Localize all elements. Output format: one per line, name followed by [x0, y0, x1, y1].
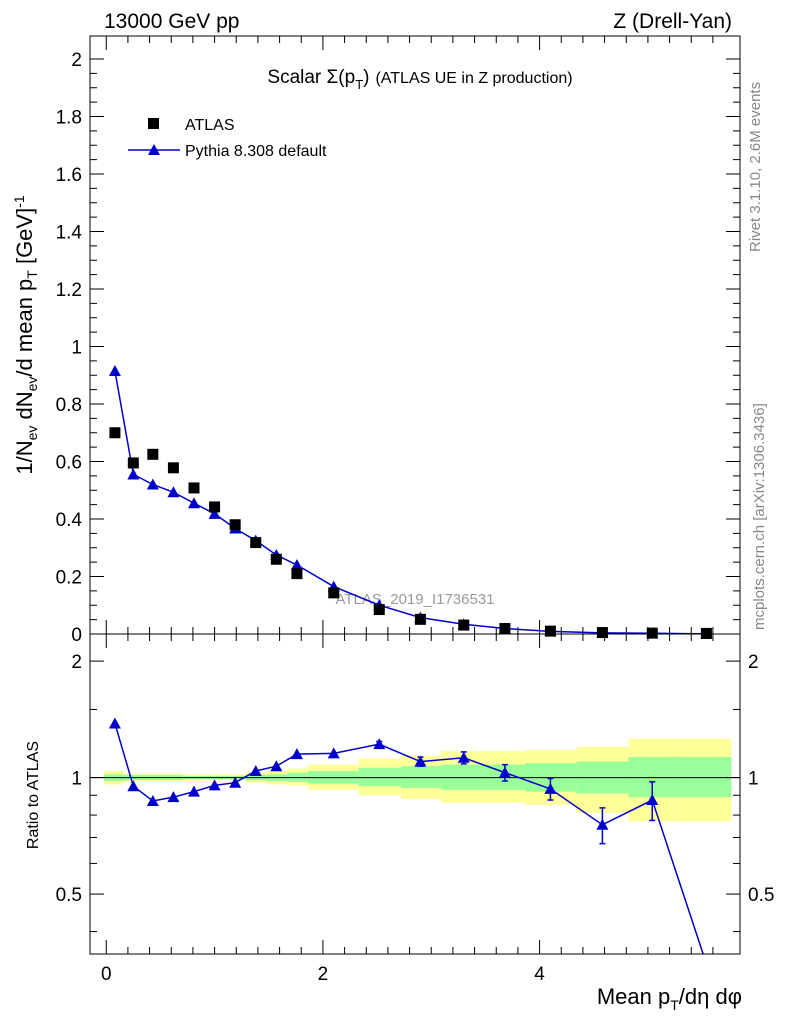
- atlas-point: [544, 625, 556, 637]
- main-ytick-label: 1.8: [56, 108, 82, 129]
- atlas-point: [414, 613, 426, 625]
- main-panel: Scalar Σ(pT) (ATLAS UE in Z production) 1…: [11, 35, 741, 646]
- ratio-panel: 0.5 0.5 1 1 2 2 0 2 4 Ratio to ATLAS Mean pT/dη …: [25, 633, 774, 1013]
- ratio-ytick-label: 2: [71, 652, 82, 673]
- ratio-point: [414, 755, 427, 767]
- main-ytick-label: 1.2: [56, 280, 82, 301]
- ratio-point: [290, 748, 303, 760]
- atlas-point: [109, 427, 121, 439]
- ratio-point: [373, 738, 386, 750]
- watermark: ATLAS_2019_I1736531: [335, 591, 494, 608]
- ratio-bands: [104, 738, 732, 822]
- ratio-ytick-label-right: 1: [748, 769, 759, 790]
- legend-pythia-marker: [148, 144, 160, 155]
- main-series: [108, 364, 713, 639]
- ratio-xlabel: Mean pT/dη dφ: [597, 984, 742, 1013]
- atlas-point: [700, 627, 712, 639]
- atlas-point: [209, 501, 221, 513]
- atlas-point: [596, 627, 608, 639]
- ratio-xtick-label: 0: [101, 964, 112, 985]
- atlas-point: [646, 627, 658, 639]
- main-title-main: Scalar Σ(p: [267, 67, 355, 88]
- ratio-point: [167, 791, 180, 803]
- atlas-point: [250, 537, 262, 549]
- ratio-series-group: [108, 717, 712, 969]
- main-ytick-label: 1.6: [56, 165, 82, 186]
- main-ylabel: 1/Nev dNev/d mean pT [GeV]-1: [11, 195, 40, 475]
- atlas-point: [328, 587, 340, 599]
- ratio-point: [146, 794, 159, 806]
- header-left: 13000 GeV pp: [104, 10, 239, 33]
- main-title-rest: (ATLAS UE in Z production): [375, 70, 572, 87]
- ratio-point: [646, 794, 659, 806]
- main-title-end: ): [363, 67, 369, 88]
- main-ytick-label: 0.6: [56, 453, 82, 474]
- main-title-sub: T: [355, 77, 363, 92]
- main-ytick-label: 0.2: [56, 568, 82, 589]
- main-ticks: 0 0.2 0.4 0.6 0.8 1 1.2 1.4 1.6 1.8 2: [56, 36, 740, 646]
- ratio-point: [270, 760, 283, 772]
- ratio-point: [108, 717, 121, 729]
- pythia-point: [188, 497, 200, 509]
- ratio-point: [208, 779, 221, 791]
- main-title: Scalar Σ(pT) (ATLAS UE in Z production): [267, 67, 572, 92]
- ratio-ytick-label: 1: [71, 769, 82, 790]
- atlas-point: [270, 553, 282, 565]
- main-legend: ATLAS Pythia 8.308 default: [128, 117, 327, 160]
- ratio-xtick-label: 4: [534, 964, 545, 985]
- ratio-frame: [89, 633, 741, 955]
- pythia-point: [146, 478, 159, 490]
- ratio-point: [596, 818, 609, 830]
- ratio-point: [700, 958, 712, 969]
- ratio-point: [457, 751, 470, 763]
- atlas-point: [188, 482, 200, 494]
- atlas-point: [127, 457, 139, 469]
- ratio-ticks: 0.5 0.5 1 1 2 2 0 2 4: [56, 634, 774, 985]
- ratio-ytick-label-right: 2: [748, 652, 759, 673]
- header-right: Z (Drell-Yan): [613, 10, 732, 33]
- ratio-ytick-label: 0.5: [56, 885, 82, 906]
- ratio-point: [127, 780, 140, 792]
- pythia-point: [208, 507, 221, 519]
- ratio-series: [108, 717, 712, 969]
- ratio-point: [188, 785, 200, 797]
- atlas-point: [147, 448, 159, 460]
- ratio-point: [498, 766, 511, 778]
- ratio-band-green: [358, 767, 401, 787]
- pythia-point: [108, 364, 121, 376]
- legend-atlas-marker: [148, 118, 159, 129]
- ratio-point: [229, 776, 242, 788]
- atlas-point: [229, 519, 241, 531]
- ratio-xtick-label: 2: [318, 964, 329, 985]
- ratio-ylabel: Ratio to ATLAS: [25, 741, 42, 849]
- pythia-point: [167, 486, 180, 498]
- main-ytick-label: 1: [71, 338, 82, 359]
- pythia-point: [290, 559, 303, 570]
- main-ytick-label: 1.4: [56, 223, 83, 244]
- ratio-ytick-label-right: 0.5: [748, 885, 774, 906]
- ratio-point: [249, 764, 262, 776]
- atlas-point: [499, 623, 511, 635]
- legend-pythia-label: Pythia 8.308 default: [185, 143, 327, 160]
- main-ytick-label: 0.4: [56, 510, 83, 531]
- main-ytick-label: 0.8: [56, 395, 82, 416]
- main-ytick-label: 0: [71, 625, 82, 646]
- atlas-point: [167, 462, 179, 474]
- side-rivet: Rivet 3.1.10, 2.6M events: [747, 82, 764, 252]
- main-ytick-label: 2: [71, 50, 82, 71]
- side-mcplots: mcplots.cern.ch [arXiv:1306.3436]: [751, 403, 768, 630]
- ratio-point: [327, 747, 340, 759]
- atlas-point: [373, 604, 385, 616]
- atlas-point: [458, 619, 470, 631]
- legend-atlas-label: ATLAS: [185, 117, 235, 134]
- pythia-point: [127, 468, 140, 480]
- ratio-point: [544, 782, 557, 794]
- atlas-point: [291, 568, 303, 580]
